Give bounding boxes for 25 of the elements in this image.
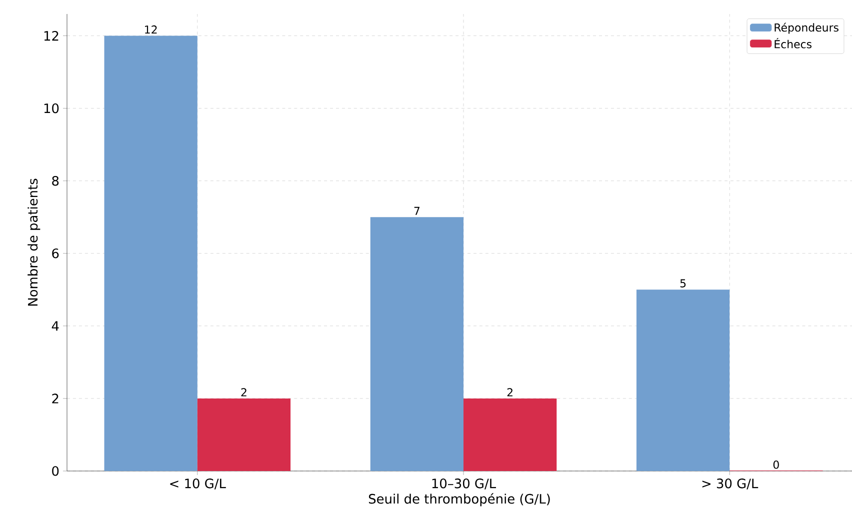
x-axis-title: Seuil de thrombopénie (G/L) [368, 493, 550, 506]
legend-label: Répondeurs [774, 22, 838, 34]
x-tick-label: < 10 G/L [170, 478, 226, 490]
data-label: 12 [145, 25, 157, 34]
data-label: 5 [680, 279, 686, 288]
y-tick-label: 12 [44, 30, 58, 41]
bar [463, 398, 557, 471]
y-tick-label: 4 [52, 321, 59, 331]
y-tick-label: 6 [52, 248, 59, 258]
x-tick-label: > 30 G/L [702, 478, 758, 490]
bar [636, 290, 730, 471]
legend-label: Échecs [774, 38, 812, 48]
y-tick-label: 0 [52, 466, 59, 476]
y-axis-title: Nombre de patients [28, 178, 40, 306]
bar [197, 398, 291, 471]
y-tick-label: 8 [52, 176, 59, 186]
bar [104, 36, 198, 471]
y-tick-label: 10 [44, 103, 59, 114]
data-label: 7 [414, 206, 420, 215]
bar [370, 217, 464, 471]
data-label: 2 [241, 388, 246, 396]
data-label: 0 [773, 460, 779, 469]
data-label: 2 [507, 388, 512, 396]
y-tick-label: 2 [52, 394, 58, 404]
x-tick-label: 10–30 G/L [432, 478, 496, 490]
